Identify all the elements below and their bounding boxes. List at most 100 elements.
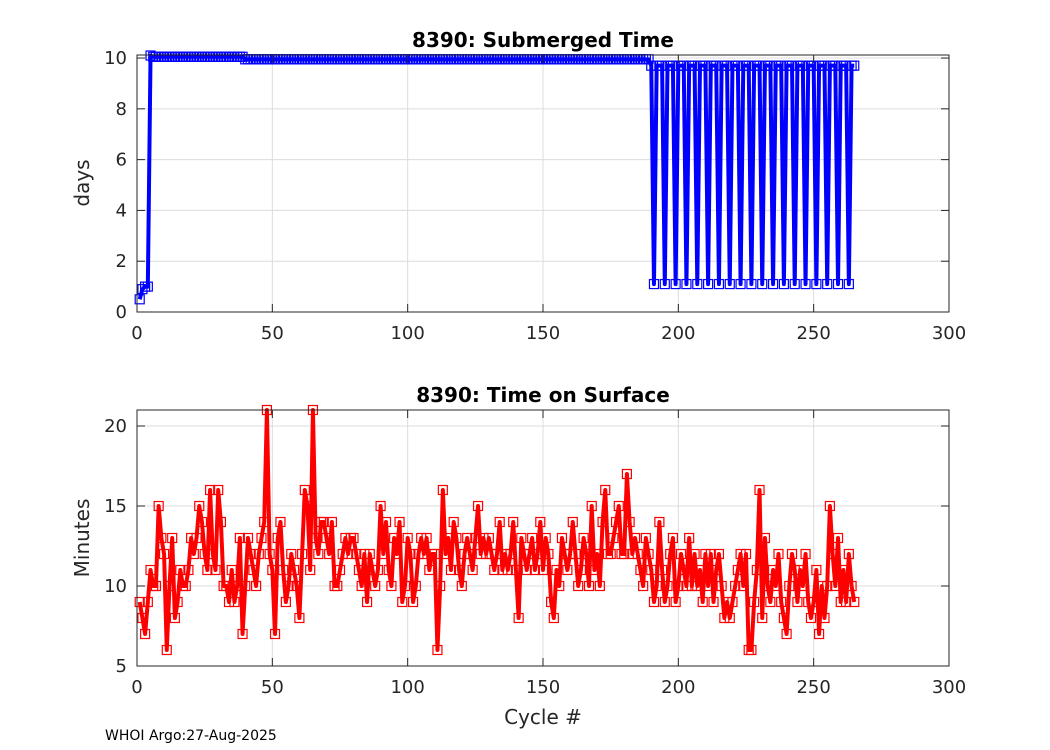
data-point-marker [746,278,757,290]
x-tick-label: 200 [661,677,695,698]
data-point-marker [846,580,857,592]
data-point-marker [486,548,497,560]
data-point-marker [592,548,603,560]
data-point-marker [667,60,679,71]
data-point-marker [453,564,465,576]
y-tick-label: 4 [116,200,127,221]
data-point-marker [843,278,854,290]
data-point-marker [659,278,670,290]
data-point-marker [150,580,162,592]
data-point-marker [681,278,692,290]
data-point-marker [749,596,760,608]
data-point-marker [500,548,511,560]
data-point-marker [675,548,687,560]
y-tick-label: 20 [104,416,127,437]
data-point-marker [711,60,722,71]
data-point-marker [521,564,532,576]
data-point-marker [551,564,562,576]
data-point-marker [795,564,806,576]
y-tick-label: 2 [116,251,127,272]
data-point-marker [546,596,557,608]
data-point-marker [489,564,500,576]
data-point-marker [759,532,771,544]
data-point-marker [567,516,578,528]
data-point-marker [337,548,348,560]
data-point-marker [646,60,657,71]
data-point-marker [743,60,754,71]
data-point-marker [142,596,153,608]
data-point-marker [689,60,700,71]
data-point-marker [502,564,513,576]
data-point-marker [778,612,789,624]
data-point-marker [629,532,641,544]
x-tick-label: 300 [932,323,966,344]
data-point-marker [573,580,584,592]
data-point-marker [643,548,654,560]
data-point-marker [459,548,470,560]
data-point-marker [334,564,346,576]
data-point-marker [242,532,254,544]
data-point-marker [324,548,335,560]
data-point-marker [667,532,679,544]
data-point-marker [624,516,635,528]
data-point-marker [356,580,367,592]
data-point-marker [727,596,738,608]
data-point-marker [619,548,630,560]
data-point-marker [207,548,218,560]
data-point-marker [491,548,503,560]
data-point-marker [627,548,638,560]
data-point-marker [437,484,448,496]
data-point-marker [746,644,757,656]
data-point-marker [792,596,803,608]
data-point-marker [808,596,819,608]
x-tick-label: 200 [661,323,695,344]
data-point-marker [813,628,825,640]
data-point-marker [803,596,814,608]
data-point-marker [505,548,516,560]
data-point-marker [778,278,789,290]
data-point-marker [213,484,224,496]
data-point-marker [605,548,616,560]
data-point-marker [188,548,199,560]
data-point-marker [167,532,178,544]
data-point-marker [245,548,256,560]
data-point-marker [700,60,711,71]
data-point-marker [183,564,194,576]
data-point-marker [665,548,676,560]
data-point-marker [583,580,595,592]
data-point-marker [632,548,643,560]
data-point-marker [678,564,689,576]
data-point-marker [299,484,310,496]
data-point-marker [513,612,524,624]
data-point-marker [386,580,397,592]
data-point-marker [470,532,481,544]
data-point-marker [548,612,559,624]
data-point-marker [275,516,286,528]
data-point-marker [421,532,432,544]
data-point-marker [343,548,354,560]
data-point-marker [692,580,703,592]
data-point-marker [841,596,852,608]
data-point-marker [713,278,725,290]
data-point-marker [516,532,527,544]
y-tick-label: 8 [116,99,127,120]
data-point-marker [378,548,389,560]
data-point-marker [824,500,836,512]
data-point-marker [269,628,281,640]
data-point-marker [375,500,386,512]
data-point-marker [589,564,600,576]
data-point-marker [429,548,440,560]
data-point-marker [418,548,430,560]
data-point-marker [467,564,478,576]
data-point-marker [740,548,752,560]
data-point-marker [703,580,714,592]
data-point-marker [711,564,722,576]
data-point-marker [204,484,216,496]
data-point-marker [326,516,337,528]
data-point-marker [305,564,316,576]
data-point-marker [684,532,695,544]
data-point-marker [321,532,332,544]
data-point-marker [635,564,646,576]
data-point-marker [670,596,681,608]
data-point-marker [789,564,800,576]
